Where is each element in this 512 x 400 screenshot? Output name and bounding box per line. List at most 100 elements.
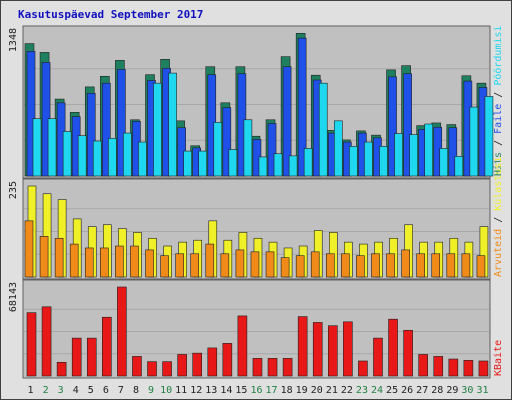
series-kbaite [26, 286, 489, 377]
x-tick-label: 19 [296, 385, 308, 396]
x-tick-label: 2 [43, 385, 49, 396]
bar [228, 149, 238, 177]
bar [394, 133, 403, 177]
bar [403, 329, 413, 377]
bar [325, 253, 335, 278]
bar [401, 249, 410, 278]
bar [32, 118, 42, 177]
y-max-label: 1348 [8, 28, 19, 52]
bar [237, 315, 248, 377]
bar [123, 132, 132, 177]
bar [183, 150, 192, 177]
bar [100, 247, 109, 278]
bar [303, 148, 313, 177]
bar [418, 354, 428, 377]
bar [318, 82, 328, 177]
bar [364, 141, 373, 177]
x-tick-label: 21 [326, 385, 338, 396]
bar [267, 358, 278, 377]
bar [77, 135, 87, 177]
x-tick-label: 6 [103, 385, 109, 396]
bar [192, 352, 203, 377]
bar [386, 253, 395, 278]
legend-item: Pöördumisi [493, 25, 504, 85]
panel-kbytes: 68143 [8, 279, 491, 379]
bar [54, 237, 64, 278]
bar [153, 82, 162, 177]
bar [39, 236, 49, 278]
bar [258, 156, 268, 177]
bar [469, 106, 479, 177]
panel-visits-sites: 235 [8, 178, 491, 280]
bar [446, 253, 456, 278]
bar [439, 148, 449, 177]
x-tick-label: 11 [175, 385, 187, 396]
bar [288, 155, 298, 177]
bar [108, 138, 117, 177]
x-tick-label: 30 [461, 385, 473, 396]
x-tick-label: 17 [266, 385, 278, 396]
legend-item: Faile [493, 104, 504, 134]
x-tick-label: 12 [190, 385, 202, 396]
bar [62, 131, 72, 177]
bar [220, 253, 230, 278]
bar [310, 251, 320, 278]
series-faile [26, 37, 488, 177]
bar [26, 51, 36, 177]
series-arvuteid [24, 220, 486, 278]
series-pöördumisi [32, 72, 494, 177]
bar [24, 220, 34, 278]
bar [343, 321, 353, 377]
bar [461, 253, 471, 278]
bar [117, 286, 127, 377]
x-tick-label: 25 [386, 385, 398, 396]
bar [267, 123, 277, 177]
legend-visits-sites: Arvuteid / Külastusi [493, 157, 504, 277]
x-tick-label: 13 [205, 385, 217, 396]
bar [403, 73, 412, 177]
x-tick-label: 10 [160, 385, 172, 396]
bar [379, 145, 388, 177]
bar [160, 255, 169, 278]
y-max-label: 235 [8, 181, 19, 199]
bar [280, 257, 290, 278]
bar [388, 318, 398, 377]
bar [213, 122, 223, 177]
legend-separator: / [493, 134, 504, 152]
bar [41, 306, 52, 377]
x-tick-label: 15 [235, 385, 247, 396]
x-tick-label: 4 [73, 385, 79, 396]
x-tick-label: 22 [341, 385, 353, 396]
x-tick-label: 14 [220, 385, 232, 396]
bar [454, 156, 464, 177]
x-tick-label: 20 [311, 385, 323, 396]
bar [424, 123, 433, 177]
x-tick-label: 8 [133, 385, 139, 396]
bar [222, 343, 233, 377]
bar [222, 107, 232, 177]
legend-hits-files-pages: Hits / Faile / Pöördumisi [493, 25, 504, 176]
bar [448, 127, 458, 177]
bar [282, 358, 293, 377]
bar [130, 245, 139, 278]
bar [162, 361, 172, 377]
bar [115, 245, 124, 278]
x-tick-label: 18 [281, 385, 293, 396]
bar [373, 337, 383, 377]
x-tick-label: 28 [431, 385, 443, 396]
bar [416, 253, 425, 278]
bar [476, 255, 486, 278]
bar [243, 119, 253, 177]
legend-item: Hits [493, 152, 504, 176]
bar [282, 66, 292, 177]
bar [273, 153, 283, 177]
bar [478, 360, 489, 377]
bar [327, 325, 338, 377]
bar [177, 354, 187, 377]
bar [463, 360, 474, 377]
bar [297, 37, 307, 177]
x-tick-label: 5 [88, 385, 94, 396]
bar [371, 253, 380, 278]
bar [295, 255, 305, 278]
